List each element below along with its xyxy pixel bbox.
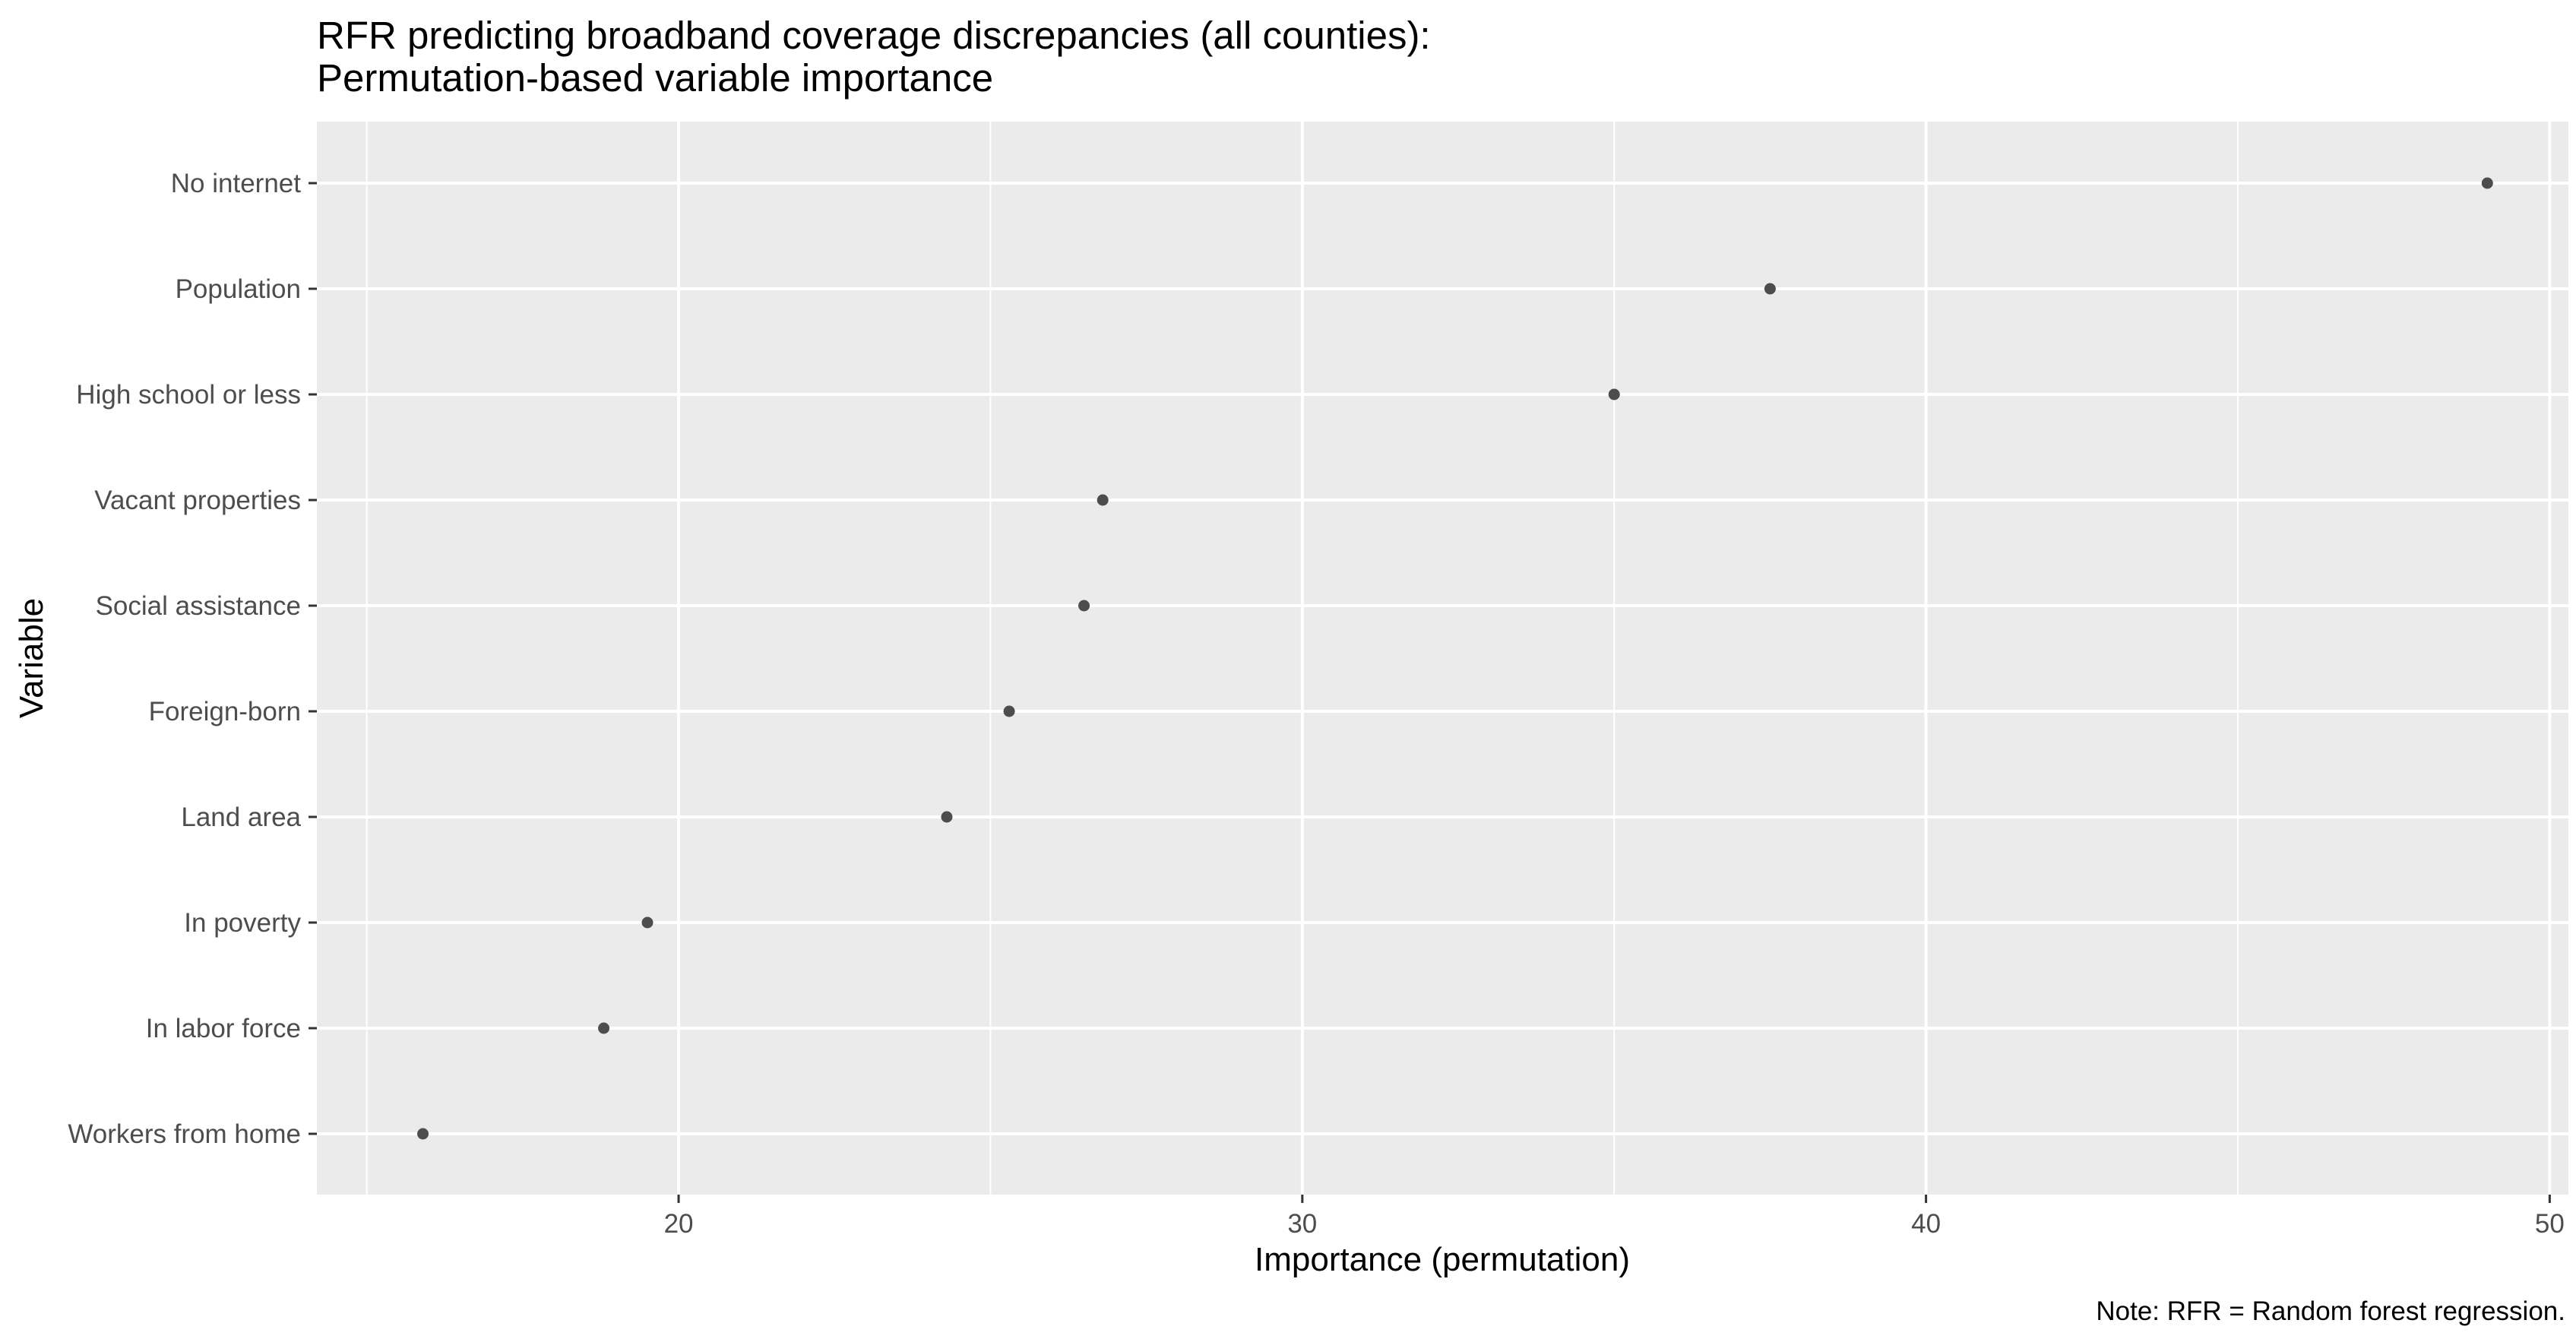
x-tick-label: 20 [664,1209,694,1239]
y-tick-label: Foreign-born [149,697,301,726]
y-tick-label: Vacant properties [94,486,301,515]
x-tick-label: 30 [1287,1209,1317,1239]
y-tick-label: In poverty [184,908,301,938]
y-tick-label: Population [176,274,301,304]
data-point [1078,600,1090,612]
y-tick-label: Social assistance [96,591,301,621]
plot-panel [317,122,2568,1195]
data-point [417,1128,429,1140]
data-point [1097,494,1109,506]
minor-gridlines [366,122,2239,1195]
data-point [1764,283,1776,295]
x-axis-title: Importance (permutation) [1255,1241,1630,1278]
y-axis-title: Variable [13,598,50,718]
chart-title-line-2: Permutation-based variable importance [317,56,993,100]
y-tick-label: No internet [171,169,301,198]
data-point [1608,388,1620,400]
y-tick-label: In labor force [146,1014,301,1043]
chart-caption: Note: RFR = Random forest regression. [2096,1296,2565,1326]
data-point [598,1022,610,1034]
y-axis: No internet Population High school or less… [68,169,317,1149]
x-tick-label: 40 [1911,1209,1941,1239]
major-gridlines [317,122,2568,1195]
x-tick-label: 50 [2535,1209,2565,1239]
data-point [2481,177,2493,189]
y-tick-label: Land area [181,802,301,832]
data-points [417,177,2493,1140]
data-point [1003,705,1015,717]
data-point [641,916,653,929]
x-axis: 20 30 40 50 [664,1195,2565,1239]
y-tick-label: Workers from home [68,1119,301,1149]
chart-title-line-1: RFR predicting broadband coverage discre… [317,14,1431,57]
data-point [941,811,953,823]
y-tick-label: High school or less [76,380,301,410]
